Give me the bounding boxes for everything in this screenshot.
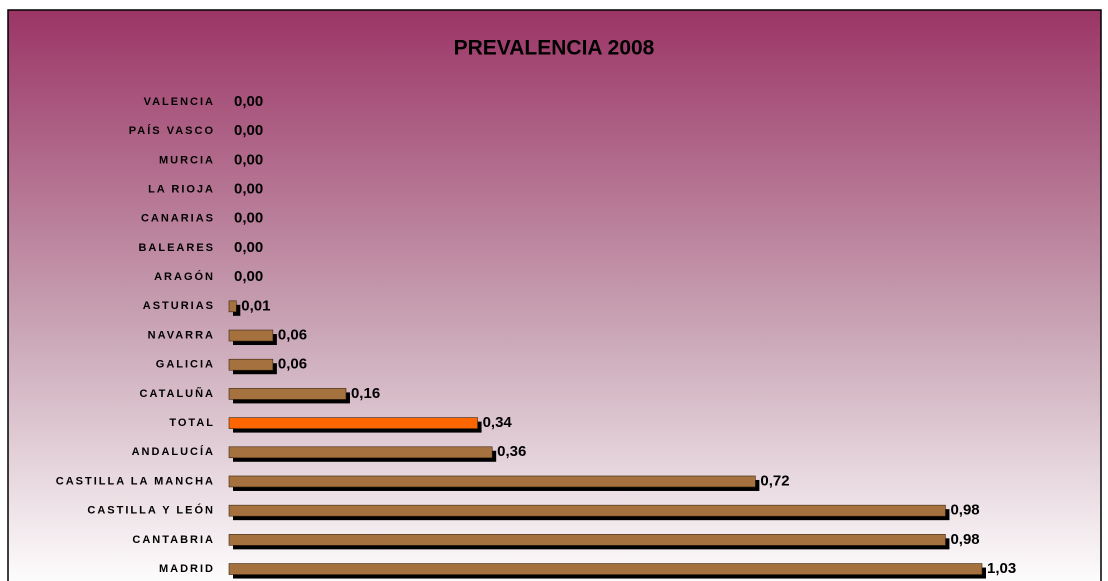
chart-title: PREVALENCIA 2008: [454, 37, 655, 60]
value-label: 0,00: [234, 268, 263, 285]
value-label: 0,00: [234, 151, 263, 168]
category-label: ASTURIAS: [143, 300, 215, 312]
value-label: 0,98: [950, 502, 979, 519]
category-label: MADRID: [159, 563, 215, 575]
bar: [228, 300, 237, 313]
value-label: 0,00: [234, 93, 263, 110]
category-label: ANDALUCÍA: [132, 445, 215, 458]
category-label: GALICIA: [156, 359, 215, 371]
category-label: CANARIAS: [141, 213, 215, 225]
category-label: ARAGÓN: [154, 270, 215, 283]
category-label: MURCIA: [159, 154, 215, 166]
bar: [228, 446, 493, 459]
category-label: VALENCIA: [144, 96, 215, 108]
value-label: 0,00: [234, 239, 263, 256]
category-label: BALEARES: [138, 242, 215, 254]
bar: [228, 563, 983, 575]
bar: [228, 358, 274, 371]
value-label: 0,00: [234, 122, 263, 139]
value-label: 0,00: [234, 210, 263, 227]
bar: [228, 329, 274, 342]
category-label: LA RIOJA: [148, 183, 215, 195]
value-label: 0,16: [351, 385, 380, 402]
category-label: CANTABRIA: [132, 534, 215, 546]
value-label: 0,00: [234, 181, 263, 198]
value-label: 0,36: [497, 443, 526, 460]
bar: [228, 534, 946, 546]
category-label: CASTILLA Y LEÓN: [87, 504, 215, 517]
bar-shadow: [233, 304, 241, 316]
bar: [228, 475, 756, 488]
value-label: 0,01: [241, 297, 270, 314]
category-label: TOTAL: [169, 417, 215, 429]
bar: [228, 388, 347, 400]
category-label: PAÍS VASCO: [129, 124, 215, 137]
value-label: 0,34: [483, 414, 513, 431]
bar: [228, 504, 946, 517]
category-label: CASTILLA LA MANCHA: [56, 475, 215, 487]
value-label: 0,72: [760, 472, 789, 489]
bar: [228, 417, 478, 429]
value-label: 0,06: [278, 356, 307, 373]
value-label: 0,06: [278, 326, 307, 343]
value-label: 1,03: [987, 560, 1016, 577]
category-label: NAVARRA: [148, 329, 215, 341]
category-label: CATALUÑA: [140, 387, 215, 400]
value-label: 0,98: [950, 531, 979, 548]
